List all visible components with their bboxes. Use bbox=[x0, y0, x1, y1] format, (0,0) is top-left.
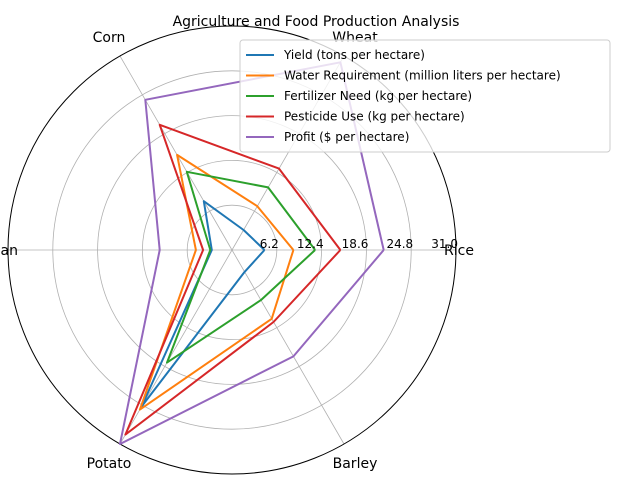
legend: Yield (tons per hectare) Water Requiremen… bbox=[239, 39, 611, 153]
legend-label: Fertilizer Need (kg per hectare) bbox=[284, 89, 472, 103]
legend-label: Pesticide Use (kg per hectare) bbox=[284, 110, 465, 124]
radial-tick-label: 24.8 bbox=[386, 237, 413, 251]
series-line-2 bbox=[138, 153, 295, 411]
legend-label: Water Requirement (million liters per he… bbox=[284, 69, 561, 83]
radius-gridcircle bbox=[7, 25, 457, 475]
radius-gridcircle bbox=[52, 70, 412, 430]
legend-label: Yield (tons per hectare) bbox=[283, 48, 425, 62]
category-label: Corn bbox=[93, 30, 126, 46]
chart-title: Agriculture and Food Production Analysis bbox=[173, 14, 460, 30]
radial-tick-label: 12.4 bbox=[297, 237, 324, 251]
radius-gridcircle bbox=[186, 204, 278, 296]
radial-gridline bbox=[119, 249, 233, 445]
radius-gridcircle bbox=[141, 159, 322, 340]
legend-box bbox=[239, 39, 611, 153]
radial-tick-label: 31.0 bbox=[431, 237, 458, 251]
series-line-1 bbox=[140, 200, 266, 408]
legend-label: Profit ($ per hectare) bbox=[284, 130, 409, 144]
radial-gridline bbox=[231, 249, 345, 445]
radius-gridcircle bbox=[97, 115, 367, 385]
radial-tick-label: 6.2 bbox=[260, 237, 279, 251]
category-label: Potato bbox=[87, 456, 132, 472]
radar-grid bbox=[7, 25, 457, 475]
series-line-3 bbox=[166, 170, 316, 364]
category-label: Rice bbox=[444, 243, 474, 259]
category-label: Barley bbox=[333, 456, 378, 472]
radial-tick-label: 18.6 bbox=[342, 237, 369, 251]
radial-gridline bbox=[119, 55, 233, 251]
category-label: Soybean bbox=[0, 243, 18, 259]
series-line-4 bbox=[124, 123, 342, 436]
